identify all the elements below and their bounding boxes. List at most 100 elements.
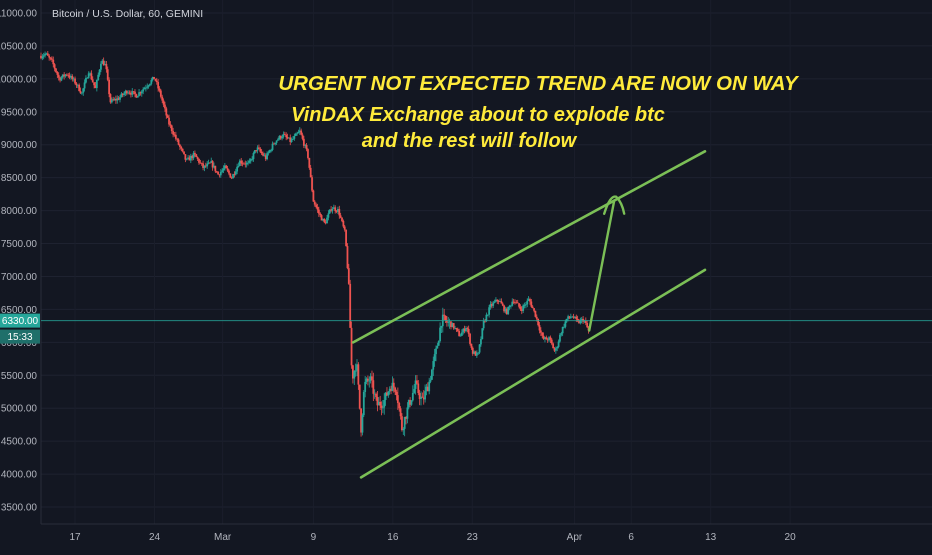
candle-body [435,348,437,355]
candle-body [331,208,334,211]
candle-body [405,416,407,419]
candle-body [191,155,194,159]
candle-body [571,316,574,318]
candle-body [52,59,55,65]
lower-channel-line[interactable] [359,268,707,479]
candle-body [516,302,519,304]
candle-body [61,74,64,78]
candle-body [102,60,105,66]
candle-body [264,155,267,160]
candle-body [138,92,140,96]
annotation-line-2[interactable]: VinDAX Exchange about to explode btc [291,104,665,126]
candle-body [266,153,268,160]
candle-body [384,392,387,400]
candle-body [337,209,339,212]
candle-body [550,339,553,344]
candle-body [206,163,209,167]
candle-body [546,339,549,341]
candle-body [531,306,534,309]
candle-body [97,74,100,80]
candle-body [508,305,511,307]
candle-body [172,131,175,135]
candle-body [281,136,283,139]
candle-body [282,134,285,137]
candle-body [358,384,361,409]
candle-body [530,301,533,307]
candle-body [392,382,395,388]
candle-body [256,147,259,151]
candle-body [56,72,59,75]
candle-body [225,165,228,169]
candle-body [407,399,410,408]
candle-body [57,74,60,78]
annotation-line-1[interactable]: URGENT NOT EXPECTED TREND ARE NOW ON WAY [278,72,800,95]
candle-body [338,209,341,216]
candle-body [584,320,587,324]
candle-body [320,215,323,221]
candle-body [55,68,57,73]
candle-body [278,135,281,140]
candle-body [144,87,147,89]
candle-body [131,91,134,95]
price-badge-timer-bg [0,329,40,344]
candle-body [477,352,480,354]
candle-body [505,308,508,315]
candle-body [316,207,319,210]
candle-body [273,143,275,145]
candle-body [353,371,356,379]
candle-body [153,76,155,79]
candle-body [440,326,443,328]
candle-body [559,334,561,342]
candle-body [311,177,313,191]
candle-body [432,361,435,370]
candle-body [490,304,493,306]
candle-body [200,162,203,164]
candle-body [86,77,89,79]
candle-body [450,321,452,328]
candle-body [241,163,244,165]
candle-body [482,320,485,329]
candle-body [68,75,71,78]
candle-body [445,320,448,323]
candle-body [135,94,138,98]
candle-body [424,391,426,400]
candle-body [286,137,289,139]
candle-body [443,314,446,316]
y-tick-label: 10500.00 [0,41,37,52]
candle-body [522,305,525,311]
x-axis-labels: 17 24 Mar 9 16 23 Apr 6 13 20 [69,532,796,543]
candle-body [406,407,409,419]
x-tick-label: 13 [705,532,717,543]
candle-body [93,82,96,86]
arrow-head[interactable] [602,195,626,215]
candle-body [578,320,580,324]
candle-body [174,134,177,139]
candle-body [544,337,546,339]
candle-body [466,328,469,329]
candle-body [352,365,354,379]
candle-body [444,315,447,321]
trend-lines[interactable] [351,150,707,479]
candle-body [213,165,215,168]
upper-channel-line[interactable] [351,150,707,344]
candle-body [495,299,497,302]
candle-body [375,393,377,397]
candle-body [75,83,78,86]
candle-body [322,218,324,221]
candle-body [467,328,470,334]
candle-body [576,318,579,321]
candle-body [486,314,489,316]
candle-body [198,158,200,163]
gridlines [41,0,932,524]
candle-body [245,162,248,165]
candle-body [312,190,315,202]
candle-body [376,396,379,406]
candle-body [195,154,198,158]
annotation-line-3[interactable]: and the rest will follow [362,130,578,152]
arrow-shaft[interactable] [588,199,616,332]
candle-body [289,137,292,143]
candle-body [72,78,75,80]
candle-body [183,151,185,155]
